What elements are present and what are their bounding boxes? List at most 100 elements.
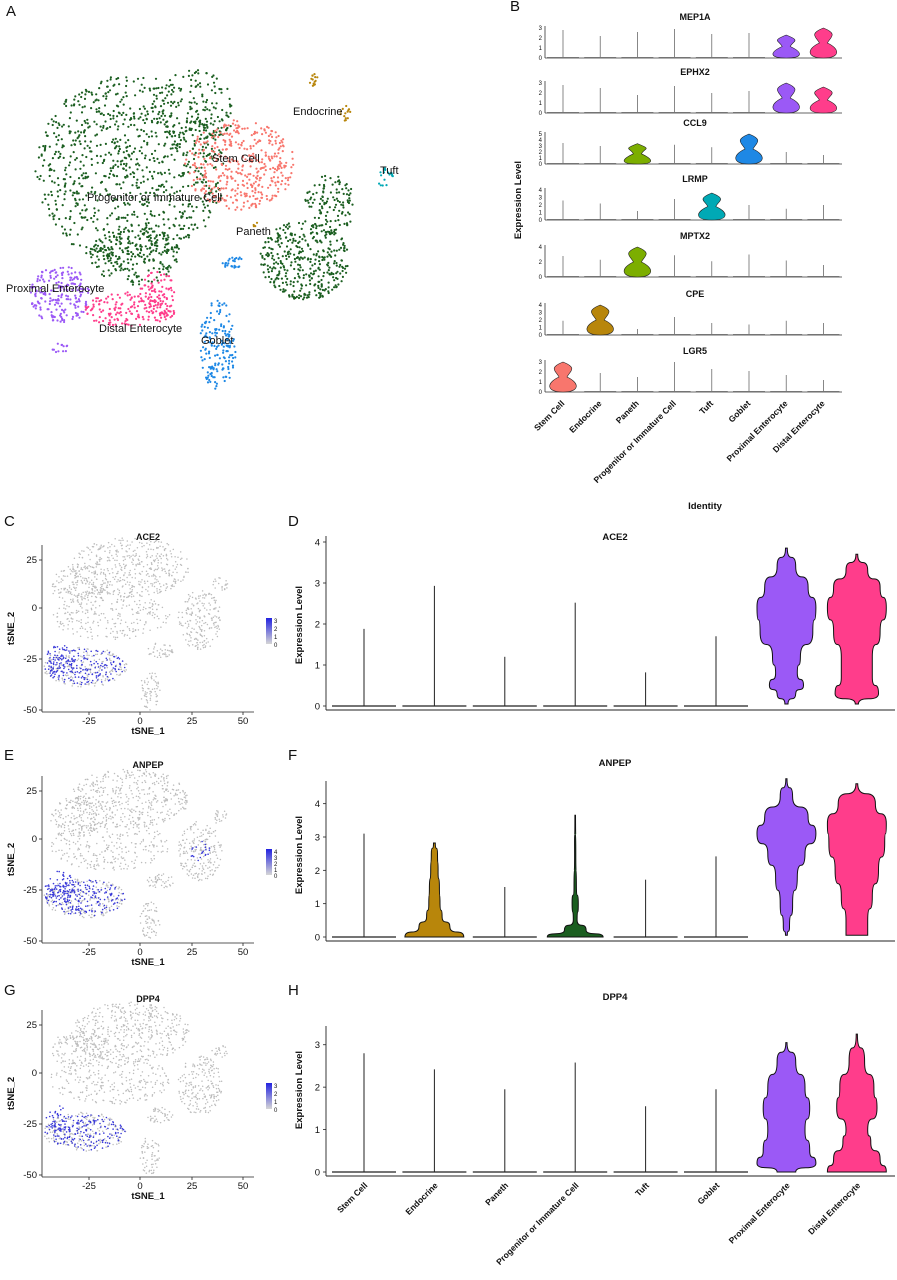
feature-point bbox=[107, 621, 109, 624]
tsne-point bbox=[115, 120, 118, 123]
feature-point bbox=[129, 544, 131, 546]
tsne-point bbox=[348, 199, 351, 202]
feature-point bbox=[81, 607, 83, 609]
tsne-point bbox=[143, 257, 147, 260]
tsne-point bbox=[256, 171, 259, 174]
tsne-point bbox=[178, 133, 181, 136]
tsne-point bbox=[226, 132, 229, 135]
feature-point bbox=[138, 562, 141, 564]
tsne-point bbox=[145, 200, 148, 203]
feature-point bbox=[104, 651, 106, 653]
feature-point bbox=[153, 541, 156, 543]
feature-point bbox=[110, 607, 112, 610]
tsne-point bbox=[160, 316, 163, 319]
feature-point bbox=[225, 579, 227, 582]
tsne-point bbox=[277, 257, 280, 260]
tsne-point bbox=[229, 125, 232, 128]
tsne-point bbox=[88, 146, 91, 149]
feature-point bbox=[102, 780, 104, 783]
tsne-point bbox=[155, 247, 158, 250]
feature-point bbox=[156, 700, 159, 702]
feature-point bbox=[81, 556, 84, 559]
feature-point bbox=[159, 656, 162, 659]
feature-point bbox=[123, 635, 126, 637]
tsne-point bbox=[332, 196, 335, 199]
feature-point bbox=[74, 587, 76, 590]
feature-point bbox=[100, 583, 102, 586]
tsne-point bbox=[337, 175, 340, 178]
tsne-point bbox=[254, 180, 257, 183]
feature-point bbox=[149, 613, 151, 615]
tsne-point bbox=[329, 191, 332, 194]
tsne-point bbox=[184, 162, 187, 165]
feature-point bbox=[123, 579, 126, 582]
feature-point bbox=[76, 579, 79, 582]
feature-point bbox=[181, 616, 184, 619]
tsne-point bbox=[278, 272, 281, 275]
feature-point bbox=[152, 771, 155, 774]
feature-point bbox=[166, 559, 169, 561]
tsne-point bbox=[57, 122, 60, 125]
feature-point bbox=[126, 540, 129, 542]
feature-point-expressed bbox=[80, 660, 83, 662]
tsne-point bbox=[48, 174, 51, 178]
tsne-point bbox=[267, 237, 270, 240]
tsne-point bbox=[241, 127, 244, 130]
tsne-point bbox=[313, 216, 316, 219]
tsne-point bbox=[256, 174, 259, 177]
feature-point bbox=[154, 672, 156, 675]
tsne-point bbox=[342, 204, 345, 207]
feature-point bbox=[85, 592, 88, 594]
feature-point bbox=[203, 607, 206, 609]
tsne-point bbox=[248, 206, 251, 209]
feature-point bbox=[135, 611, 138, 614]
tsne-point bbox=[335, 264, 338, 267]
tsne-cluster-plot: Endocrine Stem Cell Tuft Progenitor or I… bbox=[6, 69, 399, 390]
feature-point bbox=[81, 627, 84, 629]
tsne-point bbox=[247, 173, 250, 176]
feature-point bbox=[166, 813, 168, 815]
feature-point bbox=[72, 800, 74, 803]
tsne-point bbox=[159, 171, 162, 174]
feature-point bbox=[197, 595, 200, 597]
feature-point bbox=[53, 590, 56, 592]
feature-point bbox=[110, 797, 113, 799]
feature-point bbox=[116, 559, 118, 562]
feature-point bbox=[60, 570, 63, 572]
tsne-point bbox=[165, 273, 168, 276]
feature-point bbox=[70, 611, 73, 614]
feature-point bbox=[146, 811, 149, 814]
tsne-point bbox=[139, 251, 142, 255]
feature-point bbox=[136, 787, 138, 790]
tsne-point bbox=[62, 232, 65, 235]
feature-point bbox=[196, 647, 199, 649]
tsne-point bbox=[306, 294, 309, 297]
tsne-point bbox=[249, 145, 252, 148]
feature-point bbox=[98, 560, 101, 562]
tsne-point bbox=[313, 83, 316, 86]
tsne-point bbox=[158, 213, 161, 216]
feature-point-expressed bbox=[85, 657, 87, 660]
tsne-point bbox=[344, 265, 347, 268]
feature-point bbox=[94, 682, 96, 685]
feature-point bbox=[197, 643, 199, 646]
tsne-point bbox=[170, 186, 173, 189]
tsne-point bbox=[291, 150, 294, 154]
feature-point-expressed bbox=[63, 645, 66, 647]
tsne-point bbox=[218, 149, 221, 152]
feature-point bbox=[130, 555, 132, 558]
feature-point bbox=[130, 595, 133, 598]
feature-point-expressed bbox=[80, 670, 82, 673]
feature-point bbox=[72, 583, 74, 585]
tsne-point bbox=[158, 271, 161, 274]
feature-point-expressed bbox=[105, 671, 107, 673]
tsne-point bbox=[117, 77, 120, 80]
feature-point bbox=[82, 661, 85, 663]
tsne-point bbox=[308, 291, 311, 294]
feature-point bbox=[77, 601, 80, 603]
tsne-point bbox=[78, 182, 81, 185]
feature-point bbox=[111, 609, 114, 611]
tsne-point bbox=[40, 291, 44, 294]
tsne-point bbox=[76, 192, 79, 195]
feature-point bbox=[102, 580, 104, 582]
